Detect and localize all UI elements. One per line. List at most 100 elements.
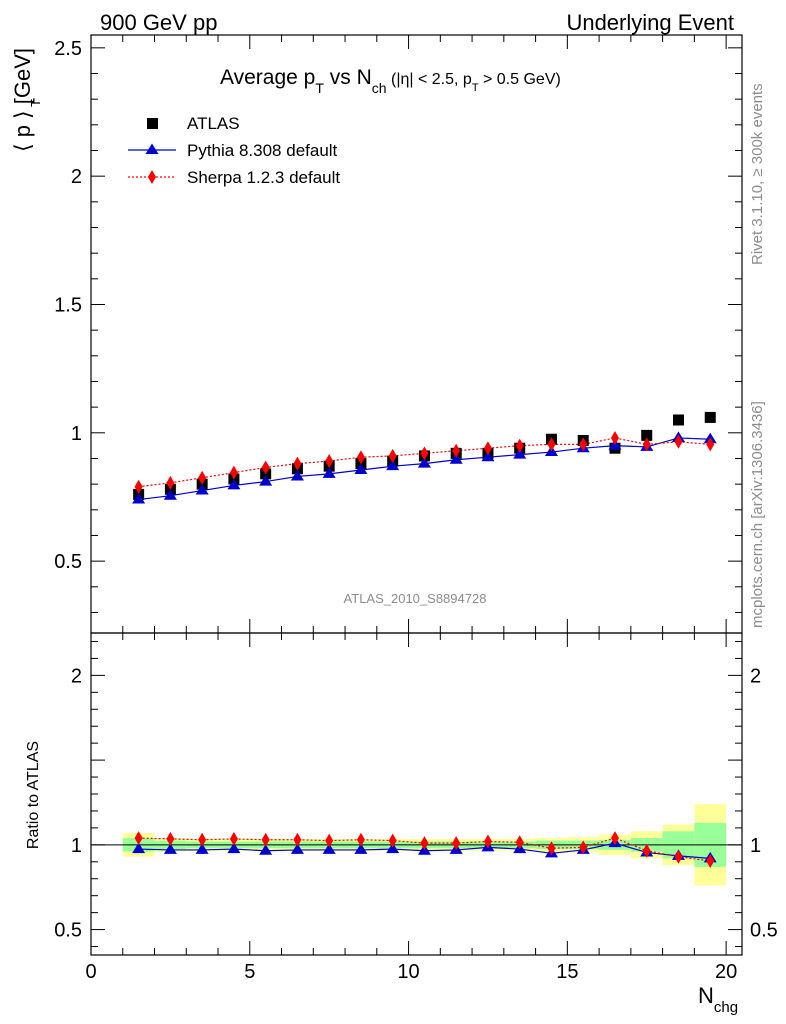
ratio-point-sherpa: [452, 836, 461, 851]
main-point-pythia: [386, 459, 400, 471]
x-tick-label: 15: [556, 961, 578, 983]
main-point-pythia: [481, 450, 495, 462]
analysis-id: ATLAS_2010_S8894728: [344, 591, 487, 606]
main-point-sherpa: [420, 446, 429, 461]
main-y-axis-label: ⟨ p ⟩ [GeV]: [10, 48, 35, 152]
main-y-tick-label: 2.5: [54, 38, 82, 60]
main-y-tick-label: 1.5: [54, 294, 82, 316]
ratio-point-sherpa: [229, 831, 238, 846]
main-point-pythia: [163, 489, 177, 500]
main-point-sherpa: [356, 450, 365, 465]
rivet-label: Rivet 3.1.10, ≥ 300k events: [749, 83, 766, 265]
legend-label-atlas: ATLAS: [187, 114, 240, 133]
main-point-sherpa: [547, 437, 556, 452]
ratio-y-tick-label-right: 1: [750, 835, 761, 857]
main-point-sherpa: [166, 475, 175, 490]
legend-marker-pythia: [145, 143, 159, 154]
main-point-pythia: [354, 463, 368, 475]
ratio-panel-frame: [90, 632, 743, 956]
main-point-sherpa: [325, 454, 334, 469]
ratio-y-tick-label-left: 2: [71, 665, 82, 687]
ratio-y-tick-label-left: 0.5: [54, 920, 82, 942]
ratio-point-sherpa: [547, 841, 556, 856]
ratio-point-sherpa: [515, 835, 524, 850]
ratio-point-sherpa: [388, 833, 397, 848]
ratio-point-sherpa: [706, 853, 715, 868]
main-point-sherpa: [674, 434, 683, 449]
main-point-sherpa: [134, 479, 143, 494]
legend-marker-atlas: [147, 118, 158, 129]
ratio-point-pythia: [259, 844, 273, 855]
main-point-sherpa: [642, 437, 651, 452]
main-point-pythia: [417, 457, 431, 468]
ratio-point-sherpa: [674, 849, 683, 864]
ratio-y-tick-label-right: 2: [750, 665, 761, 687]
ratio-point-sherpa: [610, 831, 619, 846]
main-point-pythia: [290, 469, 304, 481]
ratio-point-sherpa: [325, 833, 334, 848]
main-title: Average pT vs Nch (|η| < 2.5, pT > 0.5 G…: [220, 66, 561, 96]
mcplots-label: mcplots.cern.ch [arXiv:1306.3436]: [749, 401, 766, 628]
ratio-point-sherpa: [642, 843, 651, 858]
ratio-point-sherpa: [261, 832, 270, 847]
legend: ATLAS Pythia 8.308 default Sherpa 1.2.3 …: [128, 114, 340, 187]
main-series-markers: [132, 411, 717, 504]
main-point-sherpa: [293, 456, 302, 471]
ratio-y-tick-label-right: 0.5: [750, 920, 778, 942]
main-point-pythia: [513, 448, 527, 459]
main-point-sherpa: [579, 437, 588, 452]
ratio-point-pythia: [354, 843, 368, 854]
ratio-point-sherpa: [166, 831, 175, 846]
main-y-axis-label-sub: T: [28, 99, 43, 107]
x-tick-label: 10: [397, 961, 419, 983]
main-y-tick-label: 0.5: [54, 551, 82, 573]
main-point-pythia: [322, 467, 336, 478]
main-point-sherpa: [706, 437, 715, 452]
ratio-point-pythia: [322, 843, 336, 854]
main-point-pythia: [449, 453, 463, 464]
main-point-pythia: [259, 475, 273, 486]
ratio-point-sherpa: [579, 840, 588, 855]
x-tick-label: 0: [85, 961, 96, 983]
ratio-point-sherpa: [356, 832, 365, 847]
main-point-atlas: [672, 414, 684, 426]
legend-marker-sherpa: [148, 170, 156, 184]
main-point-sherpa: [198, 470, 207, 485]
main-point-sherpa: [483, 441, 492, 456]
main-point-sherpa: [515, 438, 524, 453]
main-point-sherpa: [610, 430, 619, 445]
main-point-pythia: [132, 493, 146, 504]
ratio-point-sherpa: [134, 831, 143, 846]
ratio-point-pythia: [163, 843, 177, 854]
main-point-pythia: [195, 484, 209, 495]
ratio-point-pythia: [132, 842, 146, 854]
ratio-point-sherpa: [420, 836, 429, 851]
ratio-point-sherpa: [198, 832, 207, 847]
ratio-point-sherpa: [483, 834, 492, 849]
main-point-sherpa: [261, 460, 270, 475]
header-right: Underlying Event: [566, 10, 734, 35]
ratio-point-pythia: [386, 842, 400, 854]
header-left: 900 GeV pp: [100, 10, 217, 35]
axis-tick-labels: 0 5 10 15 20 0.5 1 1.5 2 2.5 0.5 0.5 1 1 2 2: [54, 38, 778, 983]
ratio-point-pythia: [290, 843, 304, 854]
main-point-atlas: [704, 411, 716, 423]
x-tick-label: 5: [244, 961, 255, 983]
main-point-sherpa: [229, 465, 238, 480]
main-point-atlas: [641, 429, 653, 441]
x-tick-label: 20: [715, 961, 737, 983]
main-point-pythia: [227, 478, 241, 490]
ratio-y-axis-label: Ratio to ATLAS: [25, 741, 42, 849]
main-y-tick-label: 1: [71, 423, 82, 445]
axis-ticks: [90, 35, 742, 955]
legend-label-sherpa: Sherpa 1.2.3 default: [187, 168, 340, 187]
ratio-series-markers: [132, 831, 717, 868]
main-point-sherpa: [452, 443, 461, 458]
ratio-point-sherpa: [293, 832, 302, 847]
x-axis-label: Nchg: [698, 983, 738, 1016]
main-point-sherpa: [388, 448, 397, 463]
ratio-point-pythia: [195, 843, 209, 854]
ratio-y-tick-label-left: 1: [71, 835, 82, 857]
ratio-point-pythia: [227, 842, 241, 854]
